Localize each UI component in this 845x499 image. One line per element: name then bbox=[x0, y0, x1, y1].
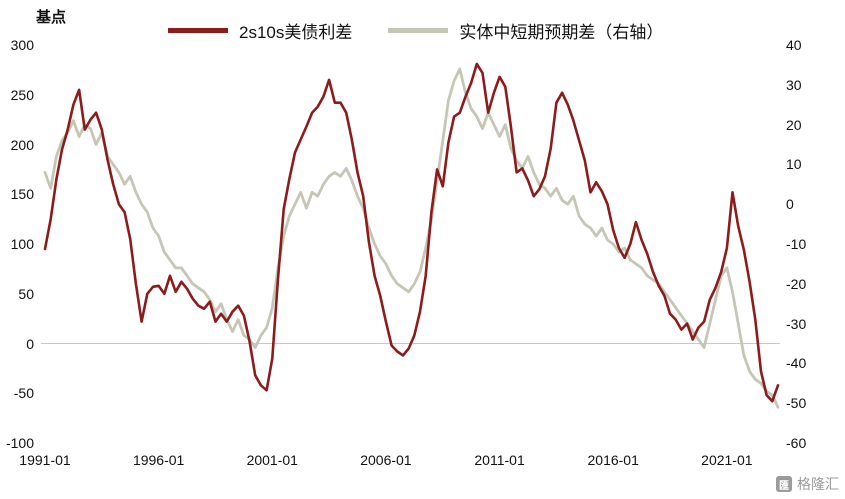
right-axis-tick-label: 10 bbox=[786, 156, 802, 173]
right-axis-tick-label: -50 bbox=[786, 395, 807, 412]
right-axis-tick-label: 40 bbox=[786, 37, 802, 53]
left-axis-tick-label: 200 bbox=[10, 136, 34, 153]
x-axis-tick-label: 1996-01 bbox=[132, 452, 185, 468]
series-line-expectation bbox=[43, 67, 780, 409]
right-axis-tick-label: -30 bbox=[786, 315, 807, 332]
legend-line-swatch-2s10s bbox=[168, 28, 228, 33]
x-axis-tick-label: 2001-01 bbox=[246, 452, 298, 468]
legend-item-expectation-diff: 实体中短期预期差（右轴） bbox=[388, 18, 663, 43]
left-axis-tick-label: 300 bbox=[10, 37, 34, 53]
legend: 2s10s美债利差 实体中短期预期差（右轴） bbox=[168, 18, 663, 43]
gelonghui-logo-icon: 匯 bbox=[776, 476, 792, 492]
series-line-2s10s bbox=[43, 62, 780, 403]
right-axis-tick-label: 0 bbox=[786, 196, 794, 213]
left-axis-tick-label: 50 bbox=[18, 285, 34, 302]
right-axis-tick-label: 20 bbox=[786, 116, 802, 133]
left-axis-tick-label: 100 bbox=[10, 236, 34, 252]
x-axis-tick-label: 2016-01 bbox=[587, 452, 639, 468]
right-axis-tick-label: -20 bbox=[786, 275, 807, 292]
left-axis-tick-label: 150 bbox=[10, 186, 34, 203]
watermark-text: 格隆汇 bbox=[797, 476, 839, 492]
right-axis-tick-label: -10 bbox=[786, 236, 807, 252]
left-axis-tick-label: -50 bbox=[13, 385, 34, 402]
x-axis-tick-label: 2021-01 bbox=[701, 452, 753, 468]
left-axis-tick-label: 250 bbox=[10, 86, 34, 103]
right-axis-tick-label: 30 bbox=[786, 76, 802, 93]
x-axis-tick-label: 2006-01 bbox=[360, 452, 412, 468]
right-axis-tick-label: -60 bbox=[786, 435, 807, 451]
x-axis-tick-label: 2011-01 bbox=[474, 452, 525, 468]
legend-label-expectation: 实体中短期预期差（右轴） bbox=[459, 23, 664, 42]
left-axis-unit-label: 基点 bbox=[36, 9, 67, 26]
x-axis-tick-label: 1991-01 bbox=[19, 452, 71, 468]
watermark: 匯 格隆汇 bbox=[776, 474, 839, 494]
legend-label-2s10s: 2s10s美债利差 bbox=[239, 23, 353, 42]
right-axis-tick-label: -40 bbox=[786, 355, 807, 372]
left-axis-tick-label: 0 bbox=[26, 335, 34, 352]
left-axis-tick-label: -100 bbox=[5, 435, 34, 451]
legend-line-swatch-expectation bbox=[388, 28, 449, 33]
legend-item-2s10s-spread: 2s10s美债利差 bbox=[168, 18, 352, 43]
